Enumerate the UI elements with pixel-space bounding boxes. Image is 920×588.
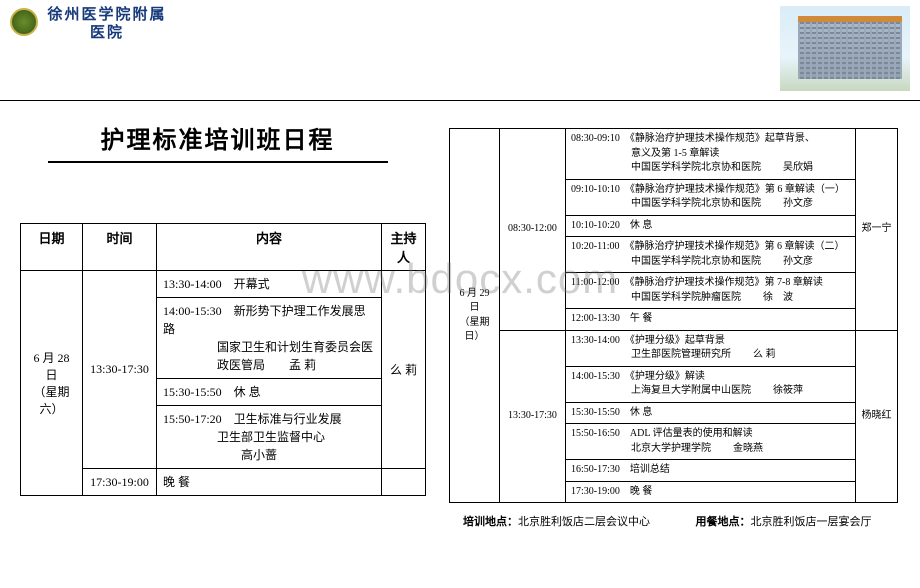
schedule-table-left: 日期 时间 内容 主持人 6 月 28 日 （星期六） 13:30-17:30 … <box>20 223 426 496</box>
building-photo <box>780 6 910 91</box>
cell-content: 晚 餐 <box>157 469 382 496</box>
cell-period: 13:30-17:30 <box>83 271 157 469</box>
cell-content: 09:10-10:10 《静脉治疗护理技术操作规范》第 6 章解读（一） 中国医… <box>566 179 856 215</box>
hospital-block: 徐州医学院附属医院 <box>10 6 172 42</box>
content-area: 护理标准培训班日程 日期 时间 内容 主持人 6 月 28 日 （星期六） 13… <box>0 108 920 588</box>
table-row: 6 月 29 日 （星期日） 08:30-12:00 08:30-09:10 《… <box>450 129 898 180</box>
cell-period: 08:30-12:00 <box>500 129 566 331</box>
cell-content: 15:30-15:50 休 息 <box>566 402 856 424</box>
hospital-name: 徐州医学院附属医院 <box>42 6 172 42</box>
header: 徐州医学院附属医院 <box>0 0 920 95</box>
table-row: 6 月 28 日 （星期六） 13:30-17:30 13:30-14:00 开… <box>21 271 426 298</box>
title-underline <box>48 161 388 163</box>
cell-content: 10:10-10:20 休 息 <box>566 215 856 237</box>
cell-content: 13:30-14:00 开幕式 <box>157 271 382 298</box>
venue-label: 培训地点： <box>463 516 518 528</box>
cell-host <box>382 469 426 496</box>
cell-period: 13:30-17:30 <box>500 330 566 503</box>
table-row: 13:30-17:30 13:30-14:00 《护理分级》起草背景 卫生部医院… <box>450 330 898 366</box>
cell-period: 17:30-19:00 <box>83 469 157 496</box>
cell-host: 郑一宁 <box>856 129 898 331</box>
cell-content: 13:30-14:00 《护理分级》起草背景 卫生部医院管理研究所么 莉 <box>566 330 856 366</box>
cell-host: 杨晓红 <box>856 330 898 503</box>
cell-content: 08:30-09:10 《静脉治疗护理技术操作规范》起草背景、 意义及第 1-5… <box>566 129 856 180</box>
schedule-table-right: 6 月 29 日 （星期日） 08:30-12:00 08:30-09:10 《… <box>449 128 898 503</box>
th-time: 时间 <box>83 224 157 271</box>
meal-label: 用餐地点： <box>696 516 751 528</box>
cell-date: 6 月 29 日 （星期日） <box>450 129 500 503</box>
th-date: 日期 <box>21 224 83 271</box>
header-divider <box>0 100 920 101</box>
th-host: 主持人 <box>382 224 426 271</box>
cell-content: 11:00-12:00 《静脉治疗护理技术操作规范》第 7-8 章解读 中国医学… <box>566 273 856 309</box>
page-title: 护理标准培训班日程 <box>0 120 435 155</box>
cell-content: 15:50-16:50 ADL 评估量表的使用和解读 北京大学护理学院金晓燕 <box>566 424 856 460</box>
cell-content: 17:30-19:00 晚 餐 <box>566 481 856 503</box>
cell-host: 么 莉 <box>382 271 426 469</box>
cell-content: 12:00-13:30 午 餐 <box>566 309 856 331</box>
hospital-logo-icon <box>10 8 38 36</box>
left-pane: 护理标准培训班日程 日期 时间 内容 主持人 6 月 28 日 （星期六） 13… <box>0 108 435 588</box>
cell-content: 10:20-11:00 《静脉治疗护理技术操作规范》第 6 章解读（二） 中国医… <box>566 237 856 273</box>
right-pane: 6 月 29 日 （星期日） 08:30-12:00 08:30-09:10 《… <box>435 108 920 588</box>
meal-value: 北京胜利饭店一层宴会厅 <box>751 516 872 528</box>
cell-content: 14:00-15:30 新形势下护理工作发展思路 国家卫生和计划生育委员会医政医… <box>157 298 382 379</box>
th-content: 内容 <box>157 224 382 271</box>
footer-locations: 培训地点：北京胜利饭店二层会议中心 用餐地点：北京胜利饭店一层宴会厅 <box>463 513 920 529</box>
cell-content: 14:00-15:30 《护理分级》解读 上海复旦大学附属中山医院徐筱萍 <box>566 366 856 402</box>
cell-content: 16:50-17:30 培训总结 <box>566 460 856 482</box>
cell-content: 15:30-15:50 休 息 <box>157 379 382 406</box>
table-header-row: 日期 时间 内容 主持人 <box>21 224 426 271</box>
venue-value: 北京胜利饭店二层会议中心 <box>518 516 650 528</box>
cell-content: 15:50-17:20 卫生标准与行业发展 卫生部卫生监督中心高小蔷 <box>157 406 382 469</box>
cell-date: 6 月 28 日 （星期六） <box>21 271 83 496</box>
